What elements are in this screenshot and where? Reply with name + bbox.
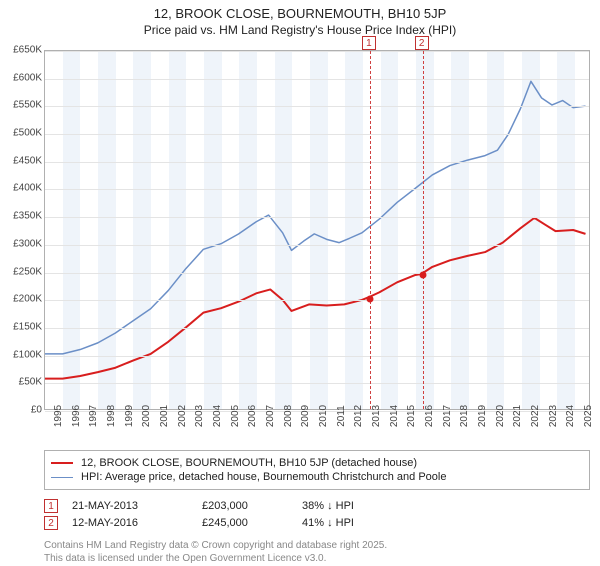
y-tick-label: £350K	[2, 211, 42, 222]
x-tick-label: 2001	[159, 405, 170, 427]
gridline-h	[45, 383, 589, 384]
legend-swatch	[51, 477, 73, 478]
x-tick-label: 2014	[389, 405, 400, 427]
marker-box: 1	[362, 36, 376, 50]
gridline-h	[45, 273, 589, 274]
gridline-h	[45, 106, 589, 107]
x-tick-label: 2025	[583, 405, 594, 427]
sale-row: 1 21-MAY-2013£203,00038% ↓ HPI	[44, 499, 590, 513]
sale-date: 21-MAY-2013	[72, 500, 202, 512]
x-tick-label: 2017	[442, 405, 453, 427]
x-tick-label: 2019	[477, 405, 488, 427]
x-tick-label: 2008	[283, 405, 294, 427]
sale-price: £245,000	[202, 517, 302, 529]
x-tick-label: 2020	[495, 405, 506, 427]
y-tick-label: £300K	[2, 238, 42, 249]
sale-marker-box: 2	[44, 516, 58, 530]
x-tick-label: 2018	[459, 405, 470, 427]
y-tick-label: £550K	[2, 100, 42, 111]
sales-table: 1 21-MAY-2013£203,00038% ↓ HPI 2 12-MAY-201…	[44, 496, 590, 533]
x-tick-label: 2015	[406, 405, 417, 427]
legend-item: 12, BROOK CLOSE, BOURNEMOUTH, BH10 5JP (…	[51, 457, 583, 469]
gridline-h	[45, 245, 589, 246]
attribution: Contains HM Land Registry data © Crown c…	[44, 540, 387, 565]
y-tick-label: £100K	[2, 349, 42, 360]
x-tick-label: 1998	[106, 405, 117, 427]
y-tick-label: £400K	[2, 183, 42, 194]
x-tick-label: 1999	[124, 405, 135, 427]
attribution-line2: This data is licensed under the Open Gov…	[44, 553, 387, 566]
sale-row: 2 12-MAY-2016£245,00041% ↓ HPI	[44, 516, 590, 530]
marker-line	[423, 51, 424, 409]
x-tick-label: 2013	[371, 405, 382, 427]
x-tick-label: 2022	[530, 405, 541, 427]
gridline-h	[45, 51, 589, 52]
sale-marker-box: 1	[44, 499, 58, 513]
x-tick-label: 2010	[318, 405, 329, 427]
y-tick-label: £650K	[2, 45, 42, 56]
marker-box: 2	[415, 36, 429, 50]
x-tick-label: 2002	[177, 405, 188, 427]
y-tick-label: £200K	[2, 294, 42, 305]
sale-pct: 38% ↓ HPI	[302, 500, 432, 512]
x-tick-label: 2003	[194, 405, 205, 427]
x-tick-label: 2024	[565, 405, 576, 427]
marker-point	[366, 295, 373, 302]
sale-price: £203,000	[202, 500, 302, 512]
y-tick-label: £50K	[2, 377, 42, 388]
x-tick-label: 2000	[141, 405, 152, 427]
gridline-h	[45, 328, 589, 329]
sale-pct: 41% ↓ HPI	[302, 517, 432, 529]
gridline-h	[45, 79, 589, 80]
x-tick-label: 2023	[548, 405, 559, 427]
legend: 12, BROOK CLOSE, BOURNEMOUTH, BH10 5JP (…	[44, 450, 590, 490]
gridline-h	[45, 162, 589, 163]
x-tick-label: 2012	[353, 405, 364, 427]
marker-line	[370, 51, 371, 409]
attribution-line1: Contains HM Land Registry data © Crown c…	[44, 540, 387, 553]
y-tick-label: £500K	[2, 128, 42, 139]
x-tick-label: 1995	[53, 405, 64, 427]
x-tick-label: 2005	[230, 405, 241, 427]
legend-item: HPI: Average price, detached house, Bour…	[51, 471, 583, 483]
gridline-h	[45, 356, 589, 357]
x-tick-label: 2007	[265, 405, 276, 427]
x-tick-label: 2009	[300, 405, 311, 427]
chart-plot-area	[44, 50, 590, 410]
series-price_paid	[45, 218, 586, 379]
page-title: 12, BROOK CLOSE, BOURNEMOUTH, BH10 5JP	[0, 6, 600, 21]
sale-date: 12-MAY-2016	[72, 517, 202, 529]
legend-label: HPI: Average price, detached house, Bour…	[81, 471, 446, 483]
y-tick-label: £450K	[2, 155, 42, 166]
chart-container: 12, BROOK CLOSE, BOURNEMOUTH, BH10 5JP P…	[0, 6, 600, 566]
gridline-h	[45, 300, 589, 301]
legend-label: 12, BROOK CLOSE, BOURNEMOUTH, BH10 5JP (…	[81, 457, 417, 469]
x-tick-label: 2011	[336, 405, 347, 427]
y-tick-label: £150K	[2, 321, 42, 332]
x-tick-label: 1996	[71, 405, 82, 427]
x-tick-label: 2006	[247, 405, 258, 427]
legend-swatch	[51, 462, 73, 464]
y-tick-label: £600K	[2, 72, 42, 83]
y-tick-label: £0	[2, 405, 42, 416]
x-tick-label: 2004	[212, 405, 223, 427]
x-tick-label: 2016	[424, 405, 435, 427]
y-tick-label: £250K	[2, 266, 42, 277]
page-subtitle: Price paid vs. HM Land Registry's House …	[0, 23, 600, 37]
gridline-h	[45, 189, 589, 190]
gridline-h	[45, 134, 589, 135]
x-tick-label: 1997	[88, 405, 99, 427]
marker-point	[419, 272, 426, 279]
gridline-h	[45, 217, 589, 218]
x-tick-label: 2021	[512, 405, 523, 427]
